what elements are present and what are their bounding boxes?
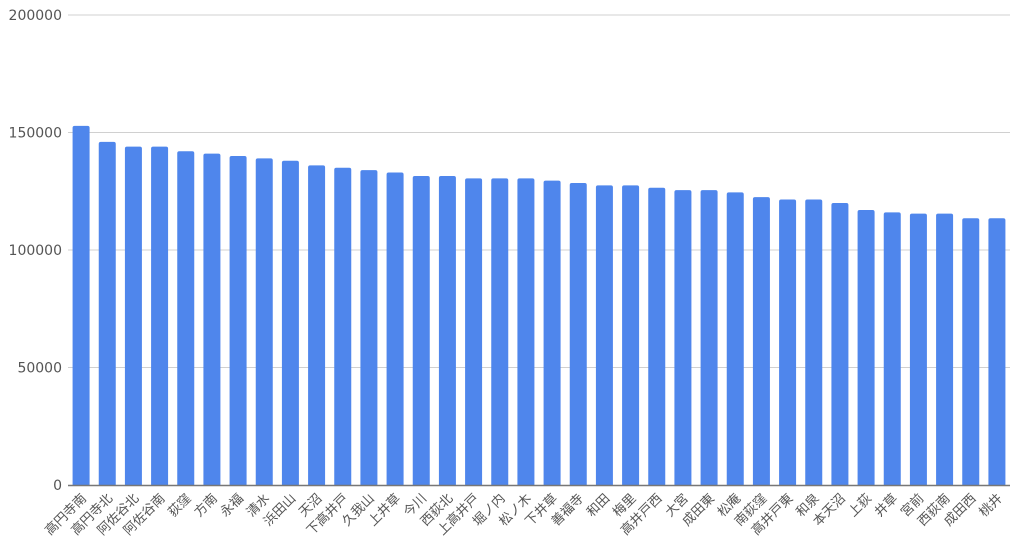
- bar: [517, 178, 535, 485]
- bar: [857, 210, 875, 486]
- bar: [98, 141, 116, 485]
- bar: [360, 170, 378, 485]
- y-tick-label: 100000: [9, 243, 62, 259]
- bar: [543, 180, 561, 486]
- bar: [622, 185, 640, 485]
- bar: [883, 212, 901, 485]
- bar: [674, 190, 692, 485]
- bar: [151, 146, 169, 485]
- gridlines: [68, 14, 1010, 368]
- bar: [569, 183, 587, 485]
- bar: [936, 213, 954, 485]
- y-tick-label: 50000: [17, 361, 62, 377]
- bar: [595, 185, 613, 485]
- bar: [831, 203, 849, 485]
- bar: [726, 192, 744, 486]
- bar: [334, 167, 352, 485]
- bar: [72, 125, 90, 486]
- bar: [909, 213, 927, 485]
- bar: [438, 175, 456, 485]
- bar: [700, 190, 718, 485]
- x-tick-label: 方南: [191, 491, 221, 521]
- y-axis: 0 50000 100000 150000 200000: [9, 8, 62, 494]
- bar: [465, 178, 483, 485]
- x-tick-label: 永福: [218, 491, 247, 520]
- bar: [962, 218, 980, 485]
- bar: [412, 175, 430, 485]
- bar: [177, 151, 195, 486]
- x-tick-label: 荻窪: [165, 491, 195, 521]
- x-axis: 高円寺南高円寺北阿佐谷北阿佐谷南荻窪方南永福清水浜田山天沼下高井戸久我山上井草今…: [42, 491, 1006, 539]
- bars: [72, 125, 1006, 486]
- bar: [386, 172, 404, 485]
- bar: [752, 197, 770, 485]
- bar: [491, 178, 509, 485]
- x-tick-label: 和田: [584, 491, 613, 520]
- bar: [255, 158, 273, 485]
- bar: [779, 199, 797, 485]
- bar: [281, 160, 299, 485]
- x-tick-label: 井草: [872, 491, 901, 520]
- bar: [648, 187, 666, 485]
- bar: [124, 146, 142, 485]
- bar: [203, 153, 221, 485]
- bar: [805, 199, 823, 485]
- y-tick-label: 150000: [9, 126, 62, 142]
- bar: [308, 165, 326, 485]
- y-tick-label: 200000: [9, 8, 62, 24]
- x-tick-label: 桃井: [977, 491, 1006, 520]
- x-tick-label: 上荻: [846, 491, 875, 520]
- y-tick-label: 0: [53, 478, 62, 494]
- bar: [988, 218, 1006, 485]
- bar: [229, 156, 247, 485]
